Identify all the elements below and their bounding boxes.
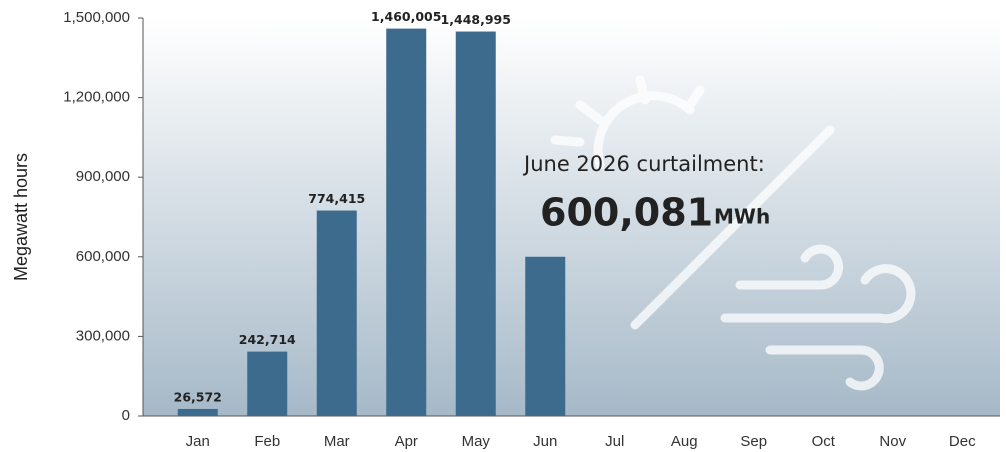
bar: [177, 408, 218, 416]
bar: [386, 28, 427, 417]
value-label: 242,714: [239, 332, 296, 347]
annotation-value: 600,081: [540, 191, 713, 235]
x-tick-label: Jun: [533, 433, 557, 450]
value-label: 26,572: [174, 389, 222, 404]
x-tick-label: Dec: [949, 433, 976, 450]
y-tick-label: 1,200,000: [63, 89, 130, 106]
x-tick-label: Mar: [324, 433, 350, 450]
weather-icon: [550, 75, 916, 391]
x-tick-label: Feb: [254, 433, 280, 450]
x-tick-label: Oct: [812, 433, 836, 450]
y-tick-label: 300,000: [76, 327, 130, 344]
annotation-text: June 2026 curtailment:: [522, 152, 765, 176]
bar: [525, 256, 566, 416]
x-tick-label: Aug: [671, 433, 698, 450]
y-tick-label: 900,000: [76, 168, 130, 185]
y-tick-label: 0: [122, 407, 130, 424]
y-tick-label: 1,500,000: [63, 9, 130, 26]
x-tick-label: Sep: [740, 433, 767, 450]
y-tick-label: 600,000: [76, 248, 130, 265]
x-tick-label: Jul: [605, 433, 624, 450]
value-label: 1,448,995: [441, 12, 511, 27]
bar: [455, 31, 496, 417]
bar: [247, 351, 288, 416]
x-tick-label: Apr: [395, 433, 418, 450]
x-tick-label: May: [462, 433, 491, 450]
y-axis-label: Megawatt hours: [11, 153, 31, 281]
x-tick-label: Jan: [186, 433, 210, 450]
annotation-unit: MWh: [714, 205, 770, 229]
x-tick-label: Nov: [879, 433, 906, 450]
bar: [316, 210, 357, 416]
value-label: 1,460,005: [371, 9, 441, 24]
value-label: 774,415: [308, 191, 365, 206]
